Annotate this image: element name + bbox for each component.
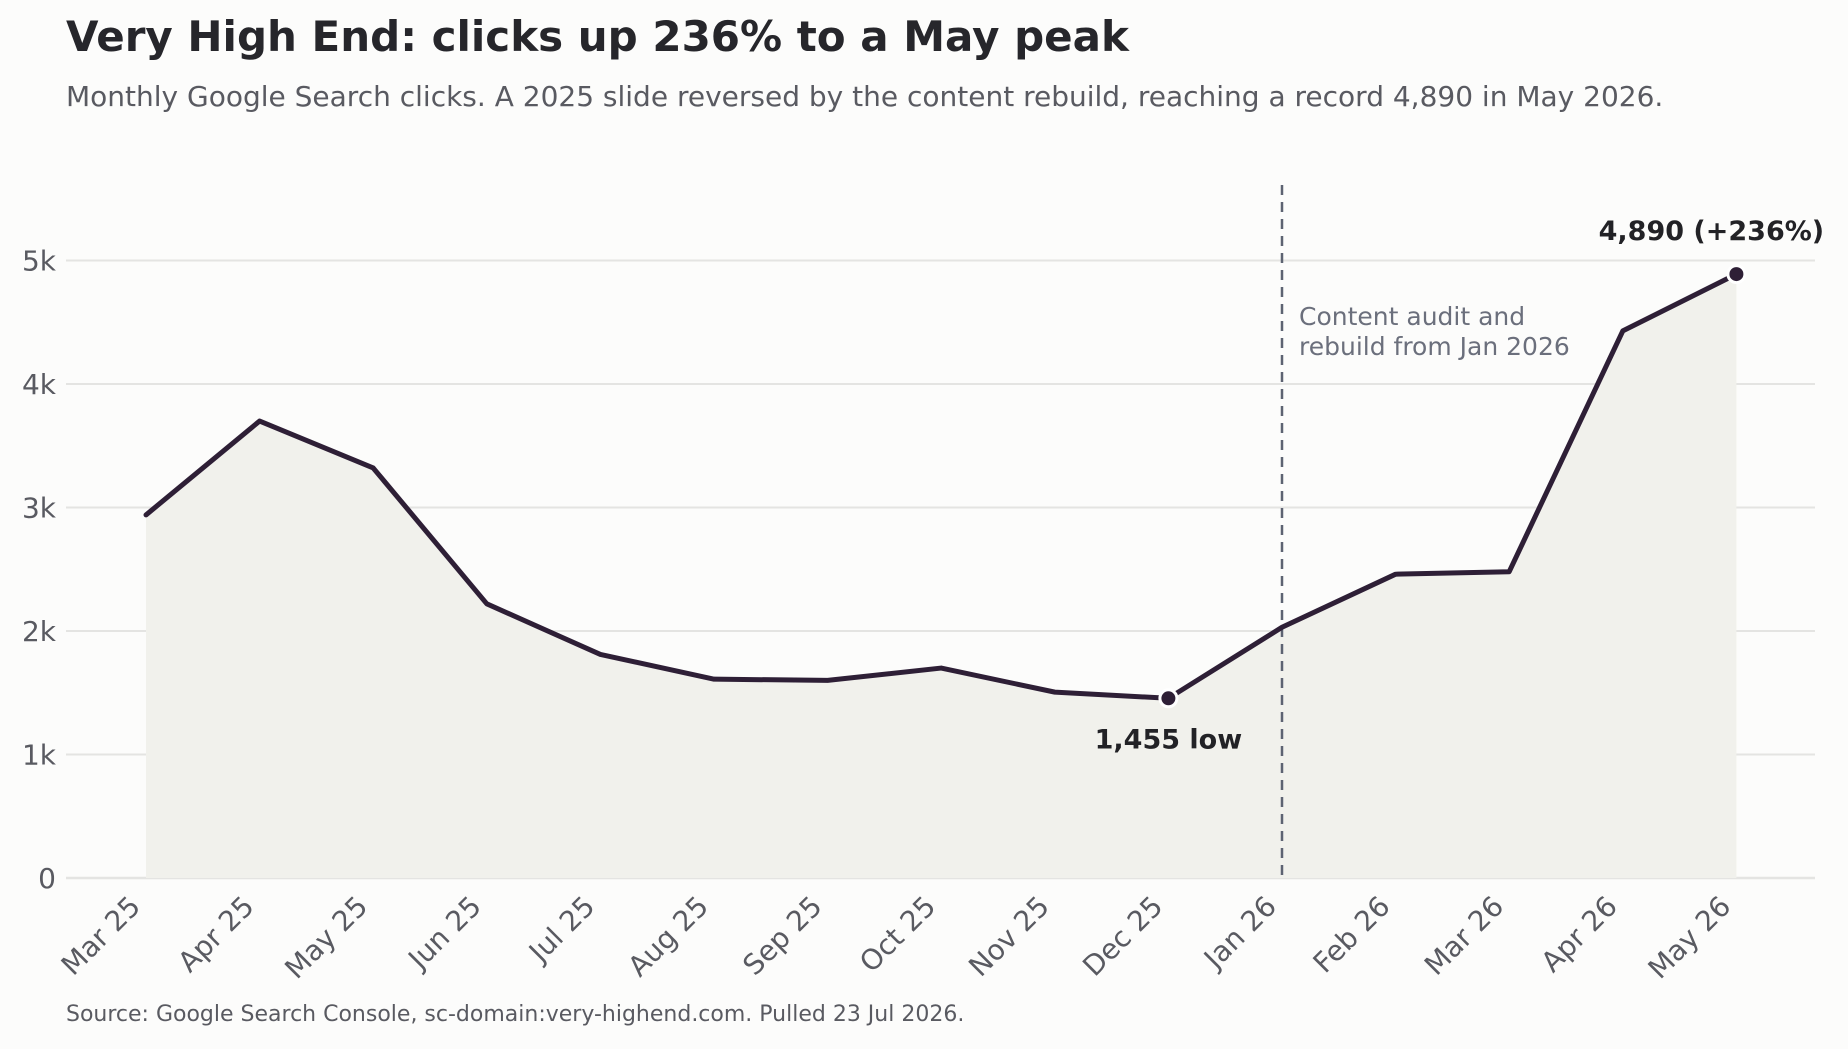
x-tick-label: Feb 26 xyxy=(1307,890,1397,980)
y-tick-label: 0 xyxy=(38,862,56,895)
y-tick-label: 2k xyxy=(22,615,57,648)
line-layer xyxy=(143,264,1747,709)
x-tick-label: Jul 25 xyxy=(521,890,601,970)
x-tick-label: Jan 26 xyxy=(1196,890,1283,977)
y-tick-label: 4k xyxy=(22,368,57,401)
peak-point-marker xyxy=(1726,264,1747,285)
x-tick-label: May 25 xyxy=(278,890,374,986)
chart-title: Very High End: clicks up 236% to a May p… xyxy=(66,12,1129,61)
rebuild-annotation: rebuild from Jan 2026 xyxy=(1299,332,1570,361)
y-tick-label: 3k xyxy=(22,492,57,525)
x-tick-label: Apr 25 xyxy=(171,890,260,979)
area-fill xyxy=(146,274,1737,879)
rebuild-annotation: Content audit and xyxy=(1299,302,1525,331)
peak-data-label: 4,890 (+236%) xyxy=(1599,216,1825,247)
x-tick-label: Mar 26 xyxy=(1418,890,1510,982)
area-layer xyxy=(146,274,1737,879)
x-tick-label: Sep 25 xyxy=(736,890,828,982)
y-tick-label: 1k xyxy=(22,739,57,772)
x-tick-label: May 26 xyxy=(1642,890,1738,986)
x-tick-label: Mar 25 xyxy=(55,890,147,982)
low-data-label: 1,455 low xyxy=(1095,724,1243,755)
x-tick-label: Oct 25 xyxy=(853,890,942,979)
chart-source: Source: Google Search Console, sc-domain… xyxy=(66,1002,965,1027)
series-line xyxy=(143,271,1739,701)
x-tick-label: Dec 25 xyxy=(1076,890,1169,983)
x-tick-label: Jun 25 xyxy=(401,890,488,977)
x-tick-label: Aug 25 xyxy=(621,890,714,983)
y-tick-label: 5k xyxy=(22,245,57,278)
low-point-marker xyxy=(1158,688,1179,709)
chart-subtitle: Monthly Google Search clicks. A 2025 sli… xyxy=(66,80,1664,113)
x-tick-label: Nov 25 xyxy=(962,890,1055,983)
x-tick-label: Apr 26 xyxy=(1535,890,1624,979)
